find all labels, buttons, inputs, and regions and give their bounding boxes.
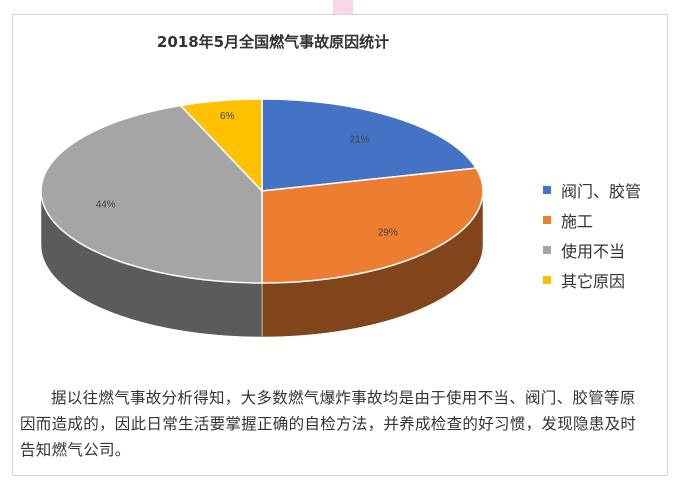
pie-chart: 21% 29% 44% 6%: [40, 98, 484, 338]
legend-item: 其它原因: [543, 265, 641, 295]
legend-swatch: [543, 216, 551, 224]
pie-data-label-3: 6%: [220, 111, 235, 122]
legend-item: 使用不当: [543, 235, 641, 265]
legend-swatch: [543, 246, 551, 254]
legend-item: 阀门、胶管: [543, 175, 641, 205]
pie-slice-3: [179, 98, 263, 193]
pie-data-label-1: 29%: [378, 228, 398, 239]
caption-paragraph: 据以往燃气事故分析得知，大多数燃气爆炸事故均是由于使用不当、阀门、胶管等原因而造…: [20, 389, 637, 459]
pie-slice-1: [261, 167, 484, 284]
legend-swatch: [543, 186, 551, 194]
pie-data-label-0: 21%: [350, 135, 370, 146]
chart-legend: 阀门、胶管施工使用不当其它原因: [543, 175, 641, 295]
pie-data-label-2: 44%: [96, 199, 116, 210]
legend-label: 施工: [561, 212, 594, 231]
chart-title: 2018年5月全国燃气事故原因统计: [156, 33, 390, 51]
legend-label: 使用不当: [561, 242, 626, 261]
legend-item: 施工: [543, 205, 641, 235]
legend-swatch: [543, 276, 551, 284]
chart-frame: 2018年5月全国燃气事故原因统计 21% 29% 44% 6% 阀门、胶管施工使用不…: [12, 14, 668, 476]
legend-label: 阀门、胶管: [561, 182, 642, 201]
pie-slice-2: [40, 104, 263, 284]
legend-label: 其它原因: [561, 272, 626, 291]
pie-slice-0: [261, 98, 478, 192]
